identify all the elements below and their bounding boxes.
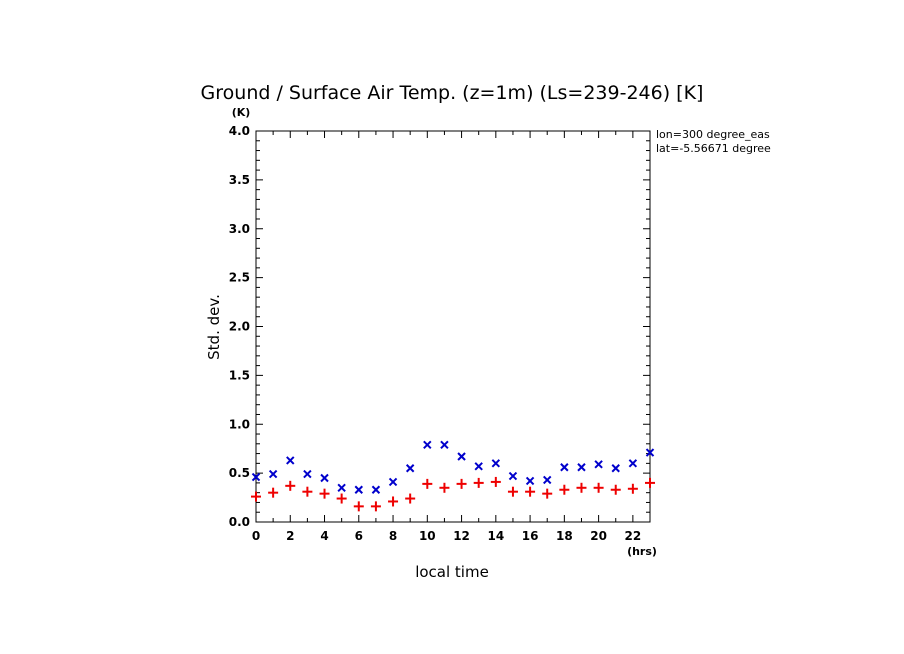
data-point: [337, 483, 346, 492]
data-point: [457, 452, 466, 461]
data-point: [525, 486, 536, 497]
x-tick-label: 6: [355, 529, 363, 543]
data-point: [422, 478, 433, 489]
data-point: [559, 484, 570, 495]
data-point: [354, 485, 363, 494]
data-point: [370, 501, 381, 512]
x-unit: (hrs): [627, 545, 657, 558]
data-point: [251, 491, 261, 502]
series-plus-markers: [251, 476, 655, 512]
y-tick-label: 0.5: [229, 466, 250, 480]
y-axis-label: Std. dev.: [205, 294, 223, 360]
data-point: [388, 477, 398, 487]
data-point: [371, 485, 381, 494]
data-point: [388, 496, 399, 507]
x-tick-label: 10: [419, 529, 436, 543]
data-point: [285, 480, 296, 491]
y-tick-label: 2.0: [229, 320, 250, 334]
y-tick-label: 0.0: [229, 515, 250, 529]
y-unit: (K): [232, 106, 251, 119]
data-point: [645, 448, 655, 457]
annotation-lat: lat=-5.56671 degree: [656, 142, 771, 155]
data-point: [507, 486, 518, 497]
chart-title: Ground / Surface Air Temp. (z=1m) (Ls=23…: [201, 82, 704, 104]
data-point: [508, 471, 518, 481]
data-point: [439, 482, 450, 493]
data-point: [611, 464, 620, 473]
data-point: [268, 487, 279, 498]
x-tick-label: 20: [590, 529, 607, 543]
y-tick-label: 2.5: [229, 271, 250, 285]
x-tick-label: 22: [625, 529, 642, 543]
data-point: [456, 478, 467, 489]
data-point: [628, 459, 638, 468]
data-point: [268, 469, 278, 479]
data-point: [319, 488, 330, 499]
x-tick-label: 14: [487, 529, 504, 543]
data-point: [542, 488, 553, 499]
data-point: [286, 456, 295, 465]
data-point: [320, 473, 329, 483]
data-point: [423, 440, 432, 449]
data-point: [251, 472, 261, 482]
data-point: [610, 484, 621, 495]
data-point: [303, 469, 312, 479]
data-point: [560, 463, 569, 472]
data-point: [627, 483, 638, 494]
y-tick-label: 3.5: [229, 173, 250, 187]
plot-axes: [255, 130, 651, 523]
data-point: [577, 463, 586, 472]
data-point: [405, 493, 416, 504]
x-tick-label: 4: [320, 529, 328, 543]
data-point: [645, 477, 655, 488]
data-point: [543, 475, 552, 485]
data-point: [491, 459, 501, 468]
x-axis-label: local time: [415, 563, 489, 581]
x-tick-label: 0: [252, 529, 260, 543]
series-x-markers: [251, 440, 655, 494]
x-tick-label: 16: [522, 529, 539, 543]
data-marks: [251, 440, 655, 512]
data-point: [576, 482, 587, 493]
x-tick-label: 18: [556, 529, 573, 543]
data-point: [593, 482, 604, 493]
data-point: [405, 464, 415, 473]
x-tick-label: 2: [286, 529, 294, 543]
y-tick-label: 1.5: [229, 368, 250, 382]
data-point: [525, 476, 535, 486]
data-point: [490, 476, 501, 487]
x-tick-label: 12: [453, 529, 470, 543]
annotation-lon: lon=300 degree_eas: [656, 128, 770, 141]
data-point: [473, 477, 484, 488]
data-point: [353, 501, 364, 512]
y-tick-label: 4.0: [229, 124, 250, 138]
data-point: [594, 460, 603, 469]
y-tick-label: 1.0: [229, 417, 250, 431]
data-point: [336, 493, 347, 504]
plot-frame: [255, 130, 651, 523]
x-tick-label: 8: [389, 529, 397, 543]
data-point: [302, 486, 313, 497]
data-point: [474, 462, 483, 471]
data-point: [440, 440, 449, 449]
y-tick-label: 3.0: [229, 222, 250, 236]
tick-labels: 0 2 4 6 8 10 12 14 16 18 20 22 0.0 0.5 1.0 1.5 2.0 2.5 3.0…: [229, 124, 641, 543]
